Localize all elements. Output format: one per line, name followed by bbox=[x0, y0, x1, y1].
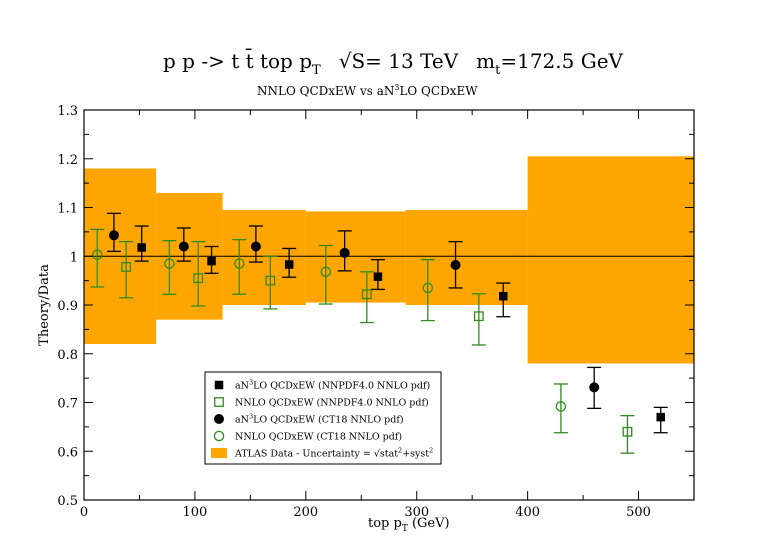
x-tick-label: 400 bbox=[515, 505, 540, 520]
x-axis-label-unit: (GeV) bbox=[408, 516, 450, 531]
data-point bbox=[121, 262, 132, 272]
x-tick-label: 200 bbox=[293, 505, 318, 520]
legend: aN3LO QCDxEW (NNPDF4.0 NNLO pdf) NNLO QCD… bbox=[204, 371, 442, 465]
y-tick-label: 0.7 bbox=[57, 397, 78, 412]
legend-label: aN3LO QCDxEW (NNPDF4.0 NNLO pdf) bbox=[235, 379, 430, 392]
data-point bbox=[234, 258, 245, 269]
y-tick-label: 0.5 bbox=[57, 494, 78, 509]
data-point bbox=[320, 266, 332, 278]
data-point bbox=[498, 291, 508, 301]
y-tick-label: 1 bbox=[70, 250, 78, 265]
data-point bbox=[164, 258, 175, 269]
y-axis-label: Theory/Data bbox=[37, 264, 52, 346]
data-point bbox=[108, 230, 119, 241]
legend-marker bbox=[213, 430, 225, 442]
series-0 bbox=[134, 225, 668, 434]
x-axis-label-main: top p bbox=[368, 516, 402, 531]
data-point bbox=[656, 412, 665, 422]
legend-marker bbox=[214, 414, 224, 424]
subtitle-right: LO QCDxEW bbox=[399, 84, 478, 98]
legend-label: NNLO QCDxEW (CT18 NNLO pdf) bbox=[235, 432, 402, 443]
uncertainty-band-5 bbox=[527, 156, 694, 364]
chart-subtitle: NNLO QCDxEW vs aN3LO QCDxEW bbox=[257, 83, 478, 98]
title-main-sub: T bbox=[312, 63, 321, 78]
data-point bbox=[373, 272, 383, 281]
data-point bbox=[361, 289, 372, 300]
series-group bbox=[90, 212, 668, 454]
uncertainty-band-2 bbox=[222, 209, 306, 305]
y-tick-label: 0.9 bbox=[57, 299, 78, 314]
data-point bbox=[250, 241, 261, 252]
data-point bbox=[339, 247, 350, 258]
series-1 bbox=[119, 240, 635, 454]
x-tick-label: 300 bbox=[404, 505, 429, 520]
y-tick-label: 0.6 bbox=[57, 445, 78, 460]
chart-title: p p -> t t̄ top pT √S= 13 TeV mt=172.5 GeV bbox=[163, 48, 624, 78]
subtitle-left: NNLO QCDxEW vs aN bbox=[257, 84, 394, 98]
title-mass-value: =172.5 GeV bbox=[500, 49, 623, 73]
y-tick-label: 0.8 bbox=[57, 348, 78, 363]
title-energy: √S= 13 TeV bbox=[339, 49, 459, 73]
data-point bbox=[92, 249, 103, 261]
data-point bbox=[193, 273, 204, 284]
legend-marker bbox=[211, 448, 227, 458]
data-uncertainty-bands bbox=[84, 156, 694, 364]
uncertainty-band-4 bbox=[405, 209, 528, 305]
data-point bbox=[265, 275, 276, 286]
legend-marker bbox=[214, 380, 224, 390]
data-point bbox=[207, 256, 216, 266]
data-point bbox=[284, 260, 294, 269]
data-point bbox=[422, 282, 434, 294]
x-tick-label: 500 bbox=[626, 505, 651, 520]
series-3 bbox=[90, 228, 568, 434]
x-axis-label-sub: T bbox=[402, 524, 408, 534]
axes: 0 100 200 300 400 500 0.5 0.6 0.7 0.8 0.9 1 1.1 1.2 1.… bbox=[57, 104, 694, 520]
legend-box bbox=[204, 371, 442, 465]
legend-label: aN3LO QCDxEW (CT18 NNLO pdf) bbox=[235, 413, 404, 426]
title-mass-sub: t bbox=[495, 63, 501, 78]
title-main: p p -> t t̄ top p bbox=[163, 48, 312, 73]
data-point bbox=[622, 426, 633, 437]
data-point bbox=[178, 241, 189, 252]
title-mass: m bbox=[476, 49, 495, 73]
x-tick-label: 0 bbox=[80, 505, 88, 520]
data-point bbox=[589, 382, 600, 393]
legend-marker bbox=[214, 397, 224, 407]
legend-label: NNLO QCDxEW (NNPDF4.0 NNLO pdf) bbox=[235, 398, 429, 409]
data-point bbox=[555, 401, 567, 412]
uncertainty-band-3 bbox=[305, 211, 406, 303]
x-tick-label: 100 bbox=[182, 505, 207, 520]
data-point bbox=[473, 311, 484, 322]
x-axis-label: top pT (GeV) bbox=[368, 516, 450, 534]
series-2 bbox=[106, 212, 602, 410]
y-tick-label: 1.3 bbox=[57, 104, 78, 119]
y-tick-label: 1.2 bbox=[57, 153, 78, 168]
data-point bbox=[137, 243, 146, 252]
data-point bbox=[450, 260, 461, 271]
legend-label: ATLAS Data - Uncertainty = √stat2+syst2 bbox=[234, 447, 433, 460]
y-tick-label: 1.1 bbox=[57, 202, 78, 217]
subtitle-sup: 3 bbox=[394, 83, 399, 92]
